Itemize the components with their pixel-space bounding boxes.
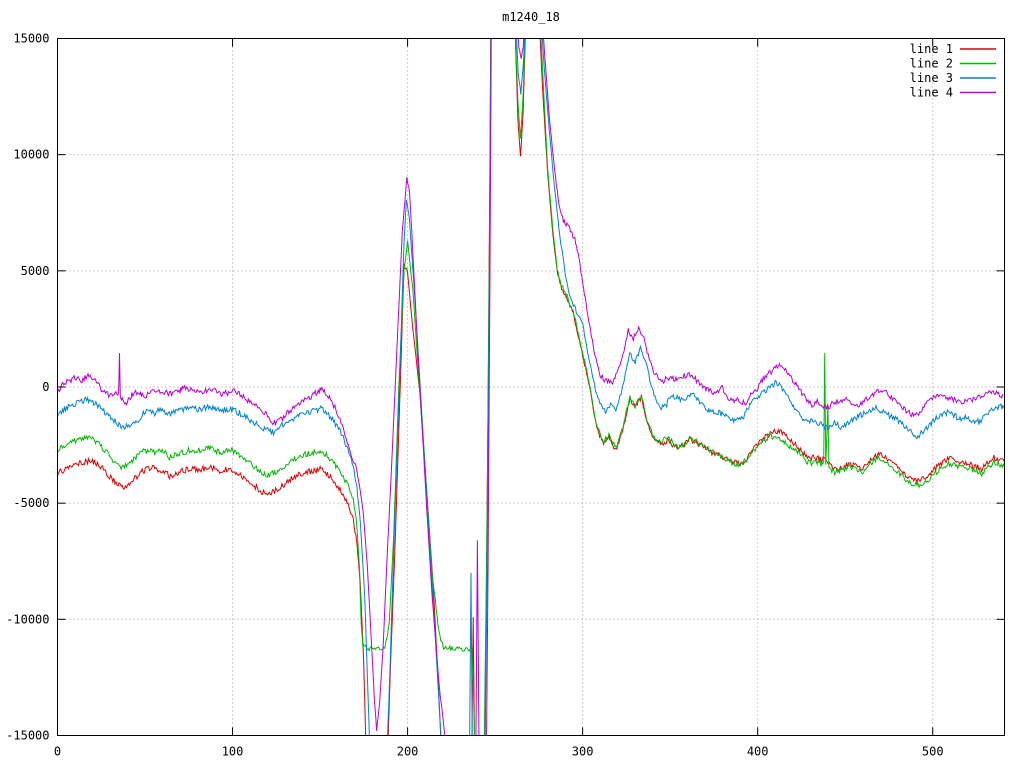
chart-title: m1240_18 bbox=[502, 10, 560, 24]
y-tick-label-15000: 15000 bbox=[13, 32, 49, 46]
grid bbox=[57, 38, 1005, 736]
legend-label-line-2: line 2 bbox=[910, 57, 953, 71]
y-tick-label--5000: -5000 bbox=[13, 496, 49, 510]
x-tick-label-0: 0 bbox=[54, 745, 61, 759]
tick-labels: 0 100 200 300 400 500 -15000 -10000 -5000 0 5000 10… bbox=[6, 32, 943, 759]
series-line-2 bbox=[57, 38, 1005, 736]
x-tick-label-300: 300 bbox=[572, 745, 594, 759]
series-line-1 bbox=[57, 38, 1005, 736]
x-tick-label-400: 400 bbox=[747, 745, 769, 759]
y-tick-label--10000: -10000 bbox=[6, 612, 49, 626]
y-tick-label-10000: 10000 bbox=[13, 148, 49, 162]
series-group bbox=[57, 38, 1005, 736]
series-line-3 bbox=[57, 38, 1005, 736]
y-tick-label-0: 0 bbox=[42, 380, 49, 394]
series-line-4 bbox=[57, 38, 1004, 736]
x-tick-label-100: 100 bbox=[222, 745, 244, 759]
axis-ticks bbox=[57, 38, 1005, 736]
x-tick-label-200: 200 bbox=[397, 745, 419, 759]
y-tick-label-5000: 5000 bbox=[21, 264, 50, 278]
legend-label-line-4: line 4 bbox=[910, 86, 953, 100]
x-tick-label-500: 500 bbox=[922, 745, 944, 759]
y-tick-label--15000: -15000 bbox=[6, 729, 49, 743]
legend-label-line-1: line 1 bbox=[910, 42, 953, 56]
legend-label-line-3: line 3 bbox=[910, 71, 953, 85]
